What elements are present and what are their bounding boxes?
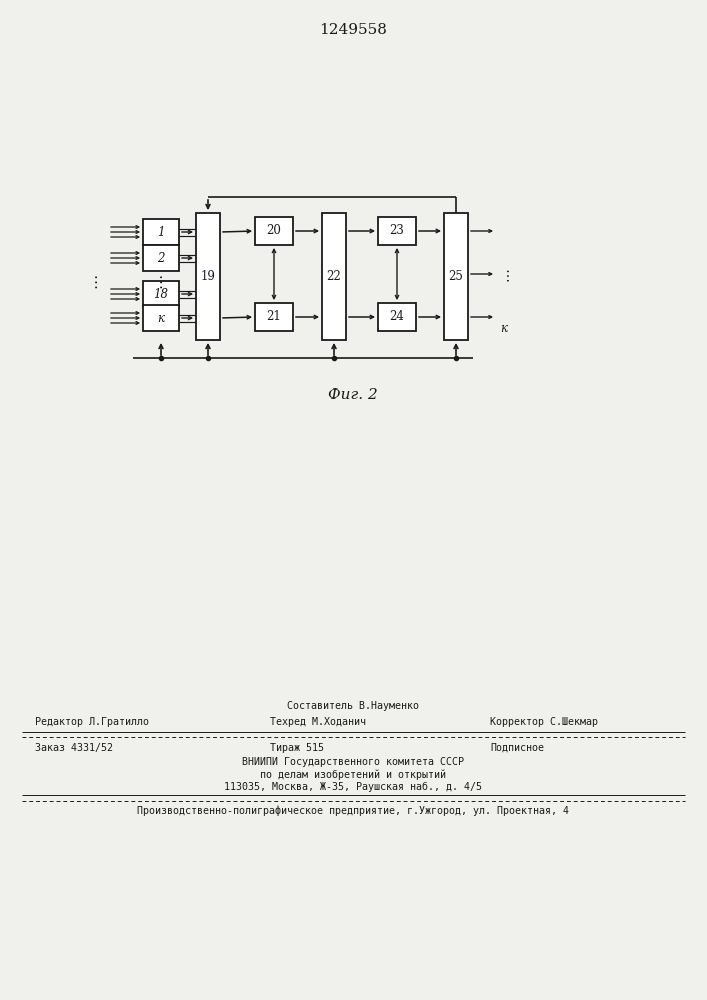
Text: 1: 1 (157, 226, 165, 238)
Bar (143, 305, 179, 331)
Bar (143, 219, 179, 245)
Text: к: к (500, 322, 507, 336)
Bar (322, 213, 346, 340)
Bar (196, 213, 220, 340)
Text: 19: 19 (201, 270, 216, 283)
Text: 25: 25 (448, 270, 463, 283)
Text: ⋯: ⋯ (88, 272, 103, 288)
Text: Составитель В.Науменко: Составитель В.Науменко (287, 701, 419, 711)
Text: 2: 2 (157, 251, 165, 264)
Text: Редактор Л.Гратилло: Редактор Л.Гратилло (35, 717, 149, 727)
Text: по делам изобретений и открытий: по делам изобретений и открытий (260, 770, 446, 780)
Bar (378, 303, 416, 331)
Bar (255, 217, 293, 245)
Text: к: к (158, 312, 165, 324)
Text: ВНИИПИ Государственного комитета СССР: ВНИИПИ Государственного комитета СССР (242, 757, 464, 767)
Text: 20: 20 (267, 225, 281, 237)
Bar (444, 213, 468, 340)
Text: Фиг. 2: Фиг. 2 (328, 388, 378, 402)
Text: 21: 21 (267, 310, 281, 324)
Bar (143, 245, 179, 271)
Text: Заказ 4331/52: Заказ 4331/52 (35, 743, 113, 753)
Text: ⋯: ⋯ (153, 272, 168, 288)
Text: 24: 24 (390, 310, 404, 324)
Text: Подписное: Подписное (490, 743, 544, 753)
Text: 23: 23 (390, 225, 404, 237)
Bar (378, 217, 416, 245)
Bar (143, 281, 179, 307)
Text: 18: 18 (153, 288, 168, 300)
Text: Корректор С.Шекмар: Корректор С.Шекмар (490, 717, 598, 727)
Text: 113035, Москва, Ж-35, Раушская наб., д. 4/5: 113035, Москва, Ж-35, Раушская наб., д. … (224, 782, 482, 792)
Text: ⋯: ⋯ (500, 267, 514, 281)
Text: Производственно-полиграфическое предприятие, г.Ужгород, ул. Проектная, 4: Производственно-полиграфическое предприя… (137, 806, 569, 816)
Text: 1249558: 1249558 (319, 23, 387, 37)
Text: Техред М.Ходанич: Техред М.Ходанич (270, 717, 366, 727)
Bar (255, 303, 293, 331)
Text: 22: 22 (327, 270, 341, 283)
Text: Тираж 515: Тираж 515 (270, 743, 324, 753)
